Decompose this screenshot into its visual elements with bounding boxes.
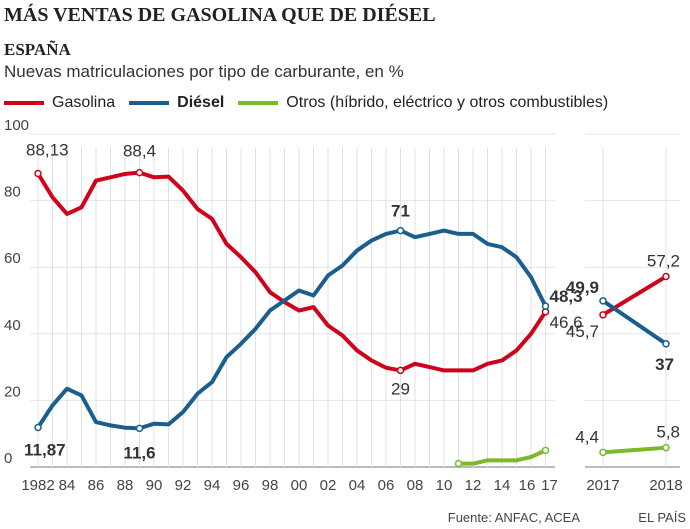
data-point [135, 168, 144, 177]
chart-title: MÁS VENTAS DE GASOLINA QUE DE DIÉSEL [4, 4, 436, 26]
data-point [599, 448, 607, 457]
y-tick-label: 40 [4, 317, 21, 334]
x-tick-label: 08 [407, 477, 424, 494]
x-tick-label: 12 [465, 477, 482, 494]
data-point [34, 423, 42, 432]
legend-swatch [238, 101, 279, 105]
series-line [602, 445, 667, 455]
x-tick-label: 1982 [21, 477, 54, 494]
y-tick-label: 100 [4, 117, 29, 134]
y-tick-label: 0 [4, 450, 12, 467]
x-tick-label: 10 [436, 477, 453, 494]
data-point [541, 446, 550, 455]
legend-label: Diésel [177, 94, 225, 111]
legend-otros: Otros (híbrido, eléctrico y otros combus… [238, 94, 608, 112]
series-line [458, 448, 547, 466]
legend-label: Otros (híbrido, eléctrico y otros combus… [286, 94, 609, 111]
data-point [662, 340, 670, 348]
legend: Gasolina Diésel Otros (híbrido, eléctric… [4, 94, 622, 112]
chart-description: Nuevas matriculaciones por tipo de carbu… [4, 62, 404, 81]
series-line [36, 228, 548, 431]
x-tick-label: 84 [59, 477, 76, 494]
x-tick-label: 16 [519, 477, 536, 494]
data-label: 4,4 [575, 427, 599, 446]
data-label: 46,6 [550, 313, 583, 332]
data-point [662, 272, 670, 281]
data-point [662, 443, 670, 452]
legend-diesel: Diésel [129, 94, 224, 112]
data-label: 45,7 [566, 322, 599, 341]
data-point [599, 311, 607, 319]
data-label: 88,4 [123, 142, 156, 161]
x-tick-label: 2017 [586, 477, 619, 494]
x-tick-label: 17 [541, 477, 558, 494]
data-label: 57,2 [647, 252, 680, 271]
chart-subtitle: ESPAÑA [4, 40, 71, 59]
data-label: 48,3 [550, 287, 583, 306]
data-label: 11,6 [123, 443, 155, 462]
x-tick-label: 90 [146, 477, 163, 494]
data-label: 29 [391, 379, 410, 398]
x-tick-label: 96 [233, 477, 250, 494]
source: Fuente: ANFAC, ACEA [447, 510, 580, 525]
x-tick-label: 92 [175, 477, 192, 494]
x-tick-label: 94 [204, 477, 221, 494]
data-label: 88,13 [26, 141, 69, 160]
x-tick-label: 98 [262, 477, 279, 494]
data-point [396, 226, 405, 235]
data-point [454, 459, 463, 468]
data-label: 71 [391, 202, 410, 221]
y-tick-label: 80 [4, 184, 21, 201]
legend-label: Gasolina [52, 94, 116, 111]
series-line [601, 299, 668, 346]
legend-swatch [4, 101, 44, 105]
data-point [34, 169, 42, 178]
x-tick-label: 04 [349, 477, 366, 494]
data-label: 11,87 [24, 440, 66, 459]
legend-swatch [129, 101, 170, 105]
x-tick-label: 02 [320, 477, 337, 494]
data-point [541, 302, 550, 310]
data-label: 5,8 [656, 423, 680, 442]
y-tick-label: 60 [4, 250, 21, 267]
brand: EL PAÍS [638, 510, 686, 525]
y-tick-label: 20 [4, 383, 21, 400]
data-point [599, 297, 607, 305]
data-label: 37 [655, 355, 674, 374]
legend-gasolina: Gasolina [4, 94, 115, 112]
series-line [36, 170, 548, 373]
data-label: 49,9 [566, 278, 599, 297]
x-tick-label: 2018 [649, 477, 682, 494]
x-tick-label: 88 [117, 477, 134, 494]
data-point [396, 366, 405, 375]
x-tick-label: 06 [378, 477, 395, 494]
x-tick-label: 00 [291, 477, 308, 494]
x-tick-label: 14 [494, 477, 511, 494]
data-point [135, 424, 144, 433]
x-tick-label: 86 [88, 477, 105, 494]
